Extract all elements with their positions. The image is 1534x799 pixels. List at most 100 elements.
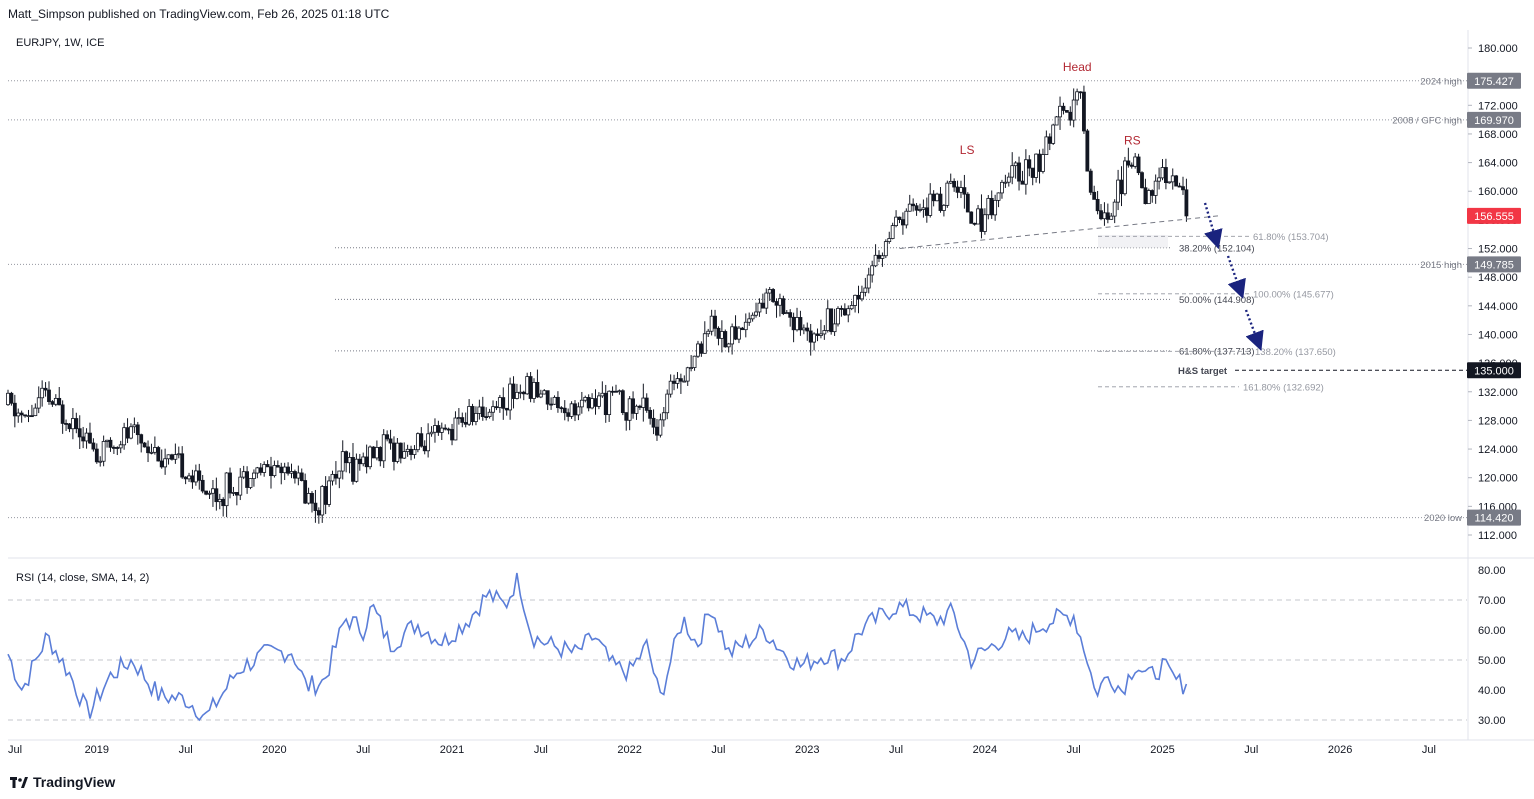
- fib-retracement-label: 50.00% (144.908): [1179, 295, 1255, 306]
- candle-up: [706, 330, 711, 335]
- candle-up: [374, 447, 379, 459]
- time-tick-label: Jul: [179, 744, 193, 756]
- candle-down: [805, 327, 810, 332]
- price-tick-label: 120.000: [1478, 473, 1518, 485]
- candle-up: [53, 397, 58, 405]
- candle-down: [788, 312, 793, 318]
- candle-down: [460, 417, 465, 423]
- symbol-label[interactable]: EURJPY, 1W, ICE: [16, 37, 104, 49]
- candle-up: [764, 292, 769, 309]
- level-price-tag: 114.420: [1475, 513, 1514, 525]
- candle-up: [433, 425, 437, 433]
- candle-down: [286, 466, 290, 474]
- fib-extension-label: 100.00% (145.677): [1253, 289, 1334, 300]
- candle-down: [535, 382, 540, 398]
- candle-up: [262, 464, 267, 473]
- candle-down: [23, 414, 27, 417]
- key-level-label: 2008 / GFC high: [1392, 115, 1462, 126]
- candle-up: [412, 449, 417, 455]
- price-tick-label: 128.000: [1478, 415, 1518, 427]
- candle-down: [323, 486, 328, 505]
- price-tick-label: 148.000: [1478, 272, 1518, 284]
- candle-down: [504, 407, 509, 411]
- candle-down: [1061, 105, 1066, 111]
- price-tags: 175.427 169.970 149.785 114.420 135.000 156.5…: [1467, 72, 1521, 526]
- candle-up: [737, 327, 741, 340]
- candle-down: [1027, 159, 1032, 169]
- level-price-tag: 135.000: [1474, 365, 1514, 377]
- hs-label-ls: LS: [960, 143, 975, 157]
- candle-up: [921, 207, 926, 210]
- candle-up: [354, 458, 359, 482]
- candle-up: [959, 187, 963, 193]
- candle-up: [402, 451, 407, 459]
- candle-down: [631, 398, 635, 414]
- candle-down: [221, 498, 226, 507]
- key-level-label: 2020 low: [1424, 513, 1462, 524]
- candle-down: [573, 403, 577, 416]
- time-tick-label: Jul: [1422, 744, 1436, 756]
- candle-up: [487, 411, 492, 418]
- candle-down: [43, 387, 48, 391]
- candle-up: [26, 415, 31, 418]
- candle-up: [187, 475, 191, 480]
- candle-up: [822, 330, 827, 335]
- candle-up: [928, 193, 933, 216]
- time-tick-label: 2022: [617, 744, 641, 756]
- candle-down: [1119, 179, 1124, 195]
- candle-up: [883, 241, 888, 257]
- time-tick-label: 2023: [795, 744, 819, 756]
- candle-up: [429, 431, 434, 435]
- time-tick-label: 2024: [973, 744, 997, 756]
- candle-down: [159, 460, 164, 468]
- candle-down: [334, 473, 338, 479]
- tradingview-brand[interactable]: TradingView: [10, 772, 115, 792]
- candle-down: [1047, 136, 1052, 144]
- candle-up: [948, 180, 953, 184]
- candle-down: [839, 308, 844, 310]
- candle-down: [204, 490, 209, 495]
- candle-up: [1133, 156, 1138, 167]
- candle-up: [217, 498, 222, 503]
- candle-down: [962, 187, 967, 195]
- candle-down: [446, 428, 451, 431]
- candle-down: [419, 433, 424, 447]
- price-tick-label: 168.000: [1478, 129, 1518, 141]
- candle-down: [952, 180, 957, 188]
- candle-up: [252, 472, 256, 480]
- candle-up: [665, 393, 670, 414]
- candle-down: [450, 429, 454, 441]
- candle-down: [111, 446, 116, 449]
- candle-down: [1140, 172, 1144, 189]
- price-tick-label: 180.000: [1478, 43, 1518, 55]
- time-axis[interactable]: Jul 2019 Jul 2020 Jul 2021 Jul 2022 Jul 2023 Jul 20…: [8, 744, 1436, 756]
- candle-down: [135, 424, 140, 436]
- candle-up: [40, 387, 45, 399]
- candle-up: [6, 392, 10, 406]
- candle-down: [723, 331, 728, 348]
- candle-up: [105, 439, 109, 442]
- candle-up: [825, 308, 830, 331]
- candle-down: [279, 466, 284, 474]
- time-tick-label: Jul: [1244, 744, 1258, 756]
- candle-up: [1003, 181, 1008, 184]
- candle-up: [361, 456, 366, 465]
- candle-down: [655, 426, 659, 436]
- drawings-layer: Head LS RS: [899, 60, 1264, 351]
- candle-up: [832, 323, 837, 333]
- candle-up: [36, 397, 41, 409]
- candle-up: [849, 305, 854, 310]
- rsi-label[interactable]: RSI (14, close, SMA, 14, 2): [16, 572, 149, 584]
- candle-up: [689, 367, 694, 369]
- candle-up: [993, 199, 998, 216]
- candle-down: [378, 447, 383, 462]
- candle-up: [634, 405, 639, 414]
- fib-extension-label: 161.80% (132.692): [1243, 382, 1324, 393]
- candle-up: [945, 182, 950, 206]
- candle-up: [860, 291, 864, 300]
- candle-down: [914, 205, 919, 211]
- candle-down: [901, 219, 905, 226]
- price-tick-label: 172.000: [1478, 100, 1518, 112]
- candle-up: [84, 432, 89, 442]
